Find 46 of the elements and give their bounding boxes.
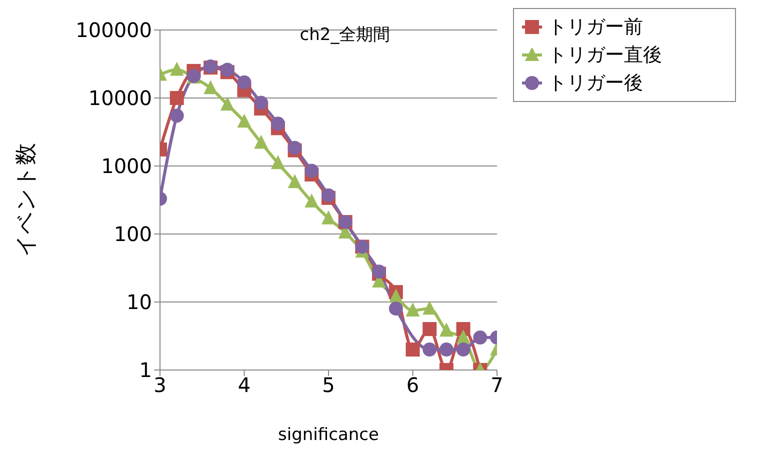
point <box>270 116 285 131</box>
point <box>422 322 437 336</box>
y-tick-label: 100000 <box>76 18 152 42</box>
point <box>304 164 319 178</box>
x-tick-label: 7 <box>490 373 504 398</box>
point <box>220 62 234 77</box>
point <box>170 62 184 76</box>
legend-label: トリガー前 <box>548 15 643 40</box>
y-axis-title: イベント数 <box>14 143 39 257</box>
x-tick-label: 5 <box>322 373 335 398</box>
x-tick-label: 3 <box>154 373 166 398</box>
point <box>388 302 403 316</box>
point <box>304 194 319 208</box>
point <box>204 80 218 94</box>
point <box>170 108 184 123</box>
y-tick-label: 1 <box>139 358 152 382</box>
point <box>237 114 252 128</box>
point <box>254 134 268 149</box>
point <box>254 96 268 110</box>
point <box>170 91 184 105</box>
x-tick-label: 6 <box>406 373 420 398</box>
point <box>422 342 437 357</box>
point <box>406 342 420 357</box>
point <box>439 342 454 357</box>
legend-label: トリガー直後 <box>548 43 662 68</box>
legend-label: トリガー後 <box>548 71 643 96</box>
point <box>473 330 488 345</box>
point <box>270 155 285 170</box>
point <box>237 75 252 90</box>
y-tick-label: 10000 <box>88 86 152 110</box>
point <box>456 342 470 357</box>
point <box>288 174 302 188</box>
point <box>220 96 234 111</box>
y-tick-label: 10 <box>126 290 152 314</box>
point <box>456 330 470 344</box>
x-axis-title: significance <box>278 425 379 445</box>
point <box>439 322 454 337</box>
y-tick-label: 1000 <box>101 154 152 178</box>
chart-title: ch2_全期間 <box>300 25 390 45</box>
point <box>322 210 336 224</box>
point <box>288 140 302 155</box>
point <box>322 188 336 202</box>
point <box>406 302 420 316</box>
y-tick-label: 100 <box>114 222 152 246</box>
x-tick-label: 4 <box>238 373 251 398</box>
point <box>388 288 403 303</box>
